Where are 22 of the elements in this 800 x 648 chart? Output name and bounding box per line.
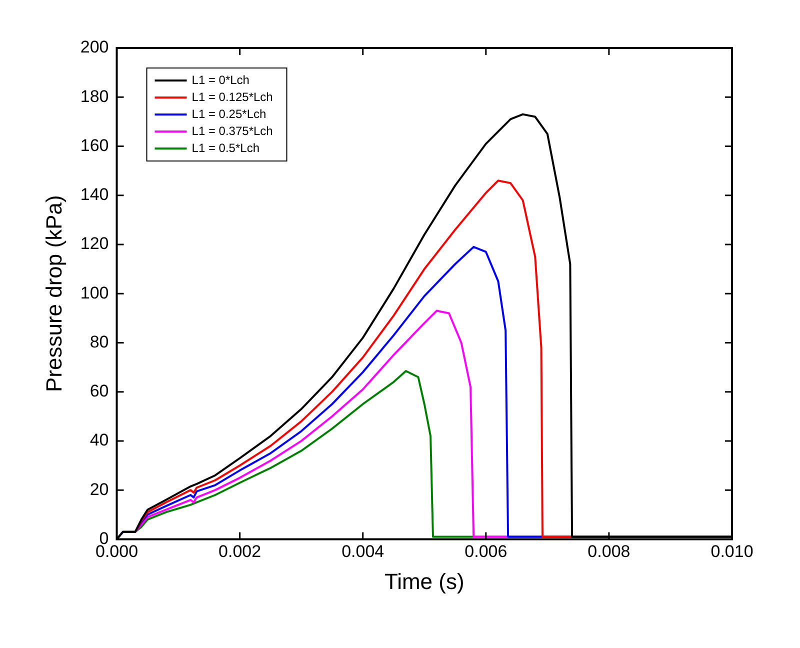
legend-label: L1 = 0.5*Lch: [192, 140, 260, 155]
y-tick-label: 80: [90, 332, 109, 352]
y-tick-label: 20: [90, 480, 109, 499]
x-axis-title: Time (s): [384, 568, 464, 594]
y-tick-label: 140: [80, 185, 109, 204]
y-axis-title: Pressure drop (kPa): [41, 195, 66, 392]
y-tick-label: 40: [90, 430, 109, 450]
legend-label: L1 = 0.25*Lch: [192, 106, 266, 121]
y-tick-label: 160: [80, 136, 109, 155]
y-tick-label: 200: [80, 38, 109, 57]
x-tick-label: 0.008: [588, 542, 630, 562]
y-tick-label: 120: [80, 234, 109, 254]
legend-label: L1 = 0.125*Lch: [192, 90, 273, 104]
y-tick-label: 60: [90, 382, 109, 401]
x-tick-label: 0.010: [710, 542, 754, 562]
x-tick-label: 0.006: [464, 542, 508, 562]
y-tick-label: 100: [80, 283, 109, 302]
legend-label: L1 = 0*Lch: [192, 72, 250, 87]
y-tick-label: 180: [80, 86, 109, 106]
x-tick-label: 0.002: [218, 542, 262, 562]
legend-label: L1 = 0.375*Lch: [192, 124, 273, 138]
x-tick-label: 0.004: [342, 542, 384, 562]
